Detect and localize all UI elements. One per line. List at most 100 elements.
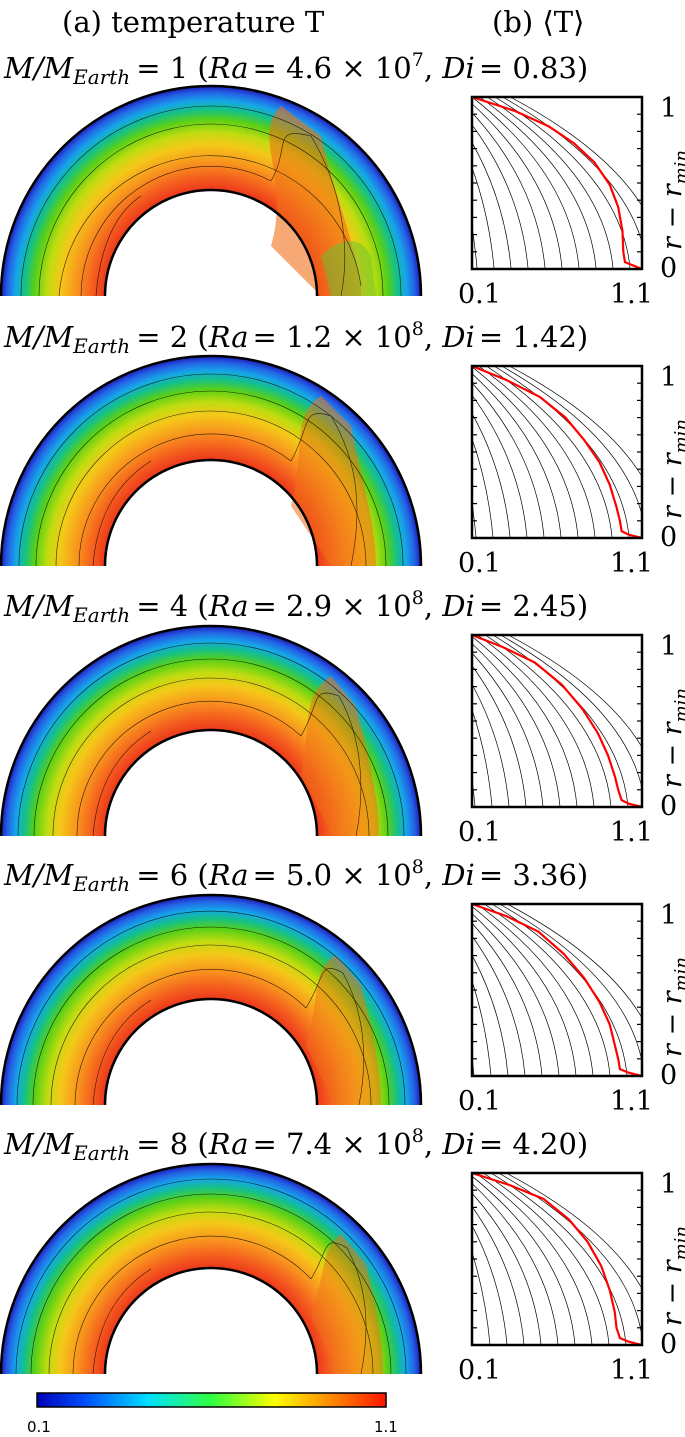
x-tick-min: 0.1 [458,548,501,579]
panel-3: M/MEarth = 4 (Ra = 2.9 × 108, Di = 2.45) 0.… [0,587,685,848]
isotherm-curve [472,636,578,807]
isotherm-curve [479,97,597,269]
isotherm-curve [472,1205,525,1345]
isotherm-curve [472,112,546,269]
isotherm-curve [472,708,493,807]
panel-title: M/MEarth = 8 (Ra = 7.4 × 108, Di = 4.20) [3,1125,588,1165]
mean-temperature-profile-plot: 0.1 1.1 1 0 r − rmin [458,900,685,1117]
x-tick-max: 1.1 [610,279,653,310]
isotherm-curve [472,775,476,807]
isotherm-curve [472,922,543,1076]
isotherm-curve [472,954,509,1076]
isotherm-curve [472,1175,576,1345]
isotherm-curve [499,904,642,1064]
mean-temperature-profile-plot: 0.1 1.1 1 0 r − rmin [458,362,685,579]
mean-temperature-profile-plot: 0.1 1.1 1 0 r − rmin [458,1169,685,1386]
y-axis-label: r − rmin [657,150,685,250]
y-tick-max: 1 [660,900,677,931]
isotherm-curve [475,1173,593,1345]
isotherm-curve [477,635,595,807]
isotherm-curve [487,97,614,269]
panel-title: M/MEarth = 2 (Ra = 1.2 × 108, Di = 1.42) [3,318,588,358]
isotherm-curve [472,141,512,269]
x-tick-max: 1.1 [610,1086,653,1117]
x-tick-max: 1.1 [610,1355,653,1386]
isotherm-curve [472,97,580,269]
y-tick-min: 0 [660,522,677,553]
panel-title: M/MEarth = 6 (Ra = 5.0 × 108, Di = 3.36) [3,856,588,896]
panel-title: M/MEarth = 1 (Ra = 4.6 × 107, Di = 0.83) [3,49,588,89]
isotherm-curve [492,635,629,807]
y-tick-max: 1 [660,93,677,124]
isotherm-curve [493,366,630,538]
isotherm-curve [476,904,594,1076]
y-tick-min: 0 [660,1329,677,1360]
panel-2: M/MEarth = 2 (Ra = 1.2 × 108, Di = 1.42) 0.… [0,318,685,579]
profile-line [471,1171,643,1347]
temperature-shell [0,354,423,567]
isotherm-curve [472,366,579,538]
isotherm-curve [472,412,511,538]
isotherm-curve [478,366,596,538]
y-tick-max: 1 [660,631,677,662]
isotherm-curve [472,124,529,269]
isotherm-curve [508,635,642,749]
panel-5: M/MEarth = 8 (Ra = 7.4 × 108, Di = 4.20) 0.… [0,1125,685,1386]
isotherm-curve [472,382,545,538]
isotherm-curve [510,97,642,207]
y-tick-min: 0 [660,791,677,822]
isotherm-curve [472,373,562,538]
colorbar-min-label: 0.1 [27,1418,51,1436]
isotherm-curve [490,1173,627,1345]
x-tick-min: 0.1 [458,1355,501,1386]
y-axis-label: r − rmin [657,688,685,788]
isotherm-curve [472,499,477,538]
isotherm-curve [485,635,612,807]
isotherm-curve [472,1053,475,1076]
isotherm-curve [483,1173,610,1345]
y-axis-label: r − rmin [657,419,685,519]
isotherm-curve [472,665,527,807]
isotherm-curve [472,683,510,807]
isotherm-curve [472,166,495,269]
y-tick-max: 1 [660,1169,677,1200]
isotherm-curve [472,1192,542,1345]
isotherm-curve [509,366,642,478]
colorbar-gradient [36,1392,387,1408]
isotherm-curve [472,224,478,269]
y-tick-max: 1 [660,362,677,393]
isotherm-curve [472,103,563,269]
isotherm-curve [507,904,642,1019]
panel-1: M/MEarth = 1 (Ra = 4.6 × 107, Di = 0.83) 0.… [0,49,685,310]
panel-4: M/MEarth = 6 (Ra = 5.0 × 108, Di = 3.36) 0.… [0,856,685,1117]
x-tick-max: 1.1 [610,817,653,848]
panel-title: M/MEarth = 4 (Ra = 2.9 × 108, Di = 2.45) [3,587,588,627]
x-tick-min: 0.1 [458,1086,501,1117]
temperature-shell [0,624,423,837]
isotherm-curve [506,1173,642,1290]
colorbar: 0.1 1.1 [27,1392,398,1436]
isotherm-curve [472,1224,508,1345]
x-tick-min: 0.1 [458,279,501,310]
mean-temperature-profile-plot: 0.1 1.1 1 0 r − rmin [458,631,685,848]
y-tick-min: 0 [660,253,677,284]
isotherm-curve [472,437,494,538]
mean-temperature-profile-plot: 0.1 1.1 1 0 r − rmin [458,93,685,310]
isotherm-curve [472,1251,491,1345]
x-tick-min: 0.1 [458,817,501,848]
header-temperature: (a) temperature T [62,5,325,39]
isotherm-curve [472,906,577,1076]
x-tick-max: 1.1 [610,548,653,579]
colorbar-max-label: 1.1 [374,1418,398,1436]
isotherm-curve [486,366,613,538]
profile-line [471,95,643,271]
profile-line [471,364,643,540]
isotherm-curve [472,913,560,1076]
isotherm-curve [484,904,611,1076]
header-mean-temperature: (b) ⟨T⟩ [492,5,584,39]
isotherm-curve [472,1330,474,1345]
y-axis-label: r − rmin [657,1226,685,1326]
temperature-shell [0,84,423,297]
isotherm-curve [472,935,526,1076]
